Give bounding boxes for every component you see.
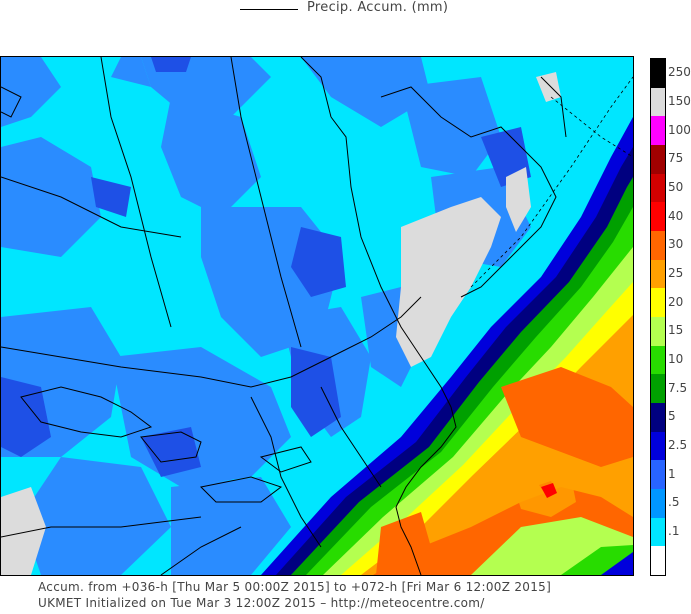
colorbar-cell (651, 317, 665, 347)
colorbar-cell (651, 202, 665, 232)
colorbar-tick-label: 7.5 (668, 380, 688, 395)
colorbar-cell (651, 173, 665, 203)
footer-line-accumulation: Accum. from +036-h [Thu Mar 5 00:00Z 201… (38, 580, 552, 594)
colorbar-cell (651, 403, 665, 433)
colorbar-tick-label: .5 (668, 495, 680, 510)
colorbar-tick-label: .1 (668, 524, 680, 538)
legend-header: Precip. Accum. (mm) (0, 0, 691, 20)
precipitation-map (0, 56, 634, 576)
colorbar-cell (651, 431, 665, 461)
colorbar-tick-label: 5 (668, 409, 676, 424)
colorbar-tick-label: 15 (668, 323, 684, 338)
colorbar-cell (651, 489, 665, 519)
colorbar-cell (651, 374, 665, 404)
legend-label: Precip. Accum. (mm) (307, 0, 449, 15)
colorbar-cell (651, 288, 665, 318)
colorbar-tick-label: 10 (668, 352, 684, 366)
colorbar-cell (651, 59, 665, 89)
field-2_5mm (1, 57, 531, 477)
colorbar-tick-label: 250 (668, 65, 691, 80)
colorbar-cell (651, 259, 665, 289)
map-outlines (1, 57, 567, 575)
colorbar-tick-label: 100 (668, 122, 691, 137)
colorbar-cell (651, 145, 665, 175)
colorbar-tick-label: 150 (668, 94, 691, 108)
colorbar-tick-label: 1 (668, 466, 676, 481)
colorbar-cell (651, 517, 665, 547)
colorbar-cell (651, 546, 665, 576)
colorbar-cell (651, 116, 665, 146)
dashed-boundary (470, 76, 633, 288)
colorbar-tick-label: 25 (668, 266, 684, 280)
colorbar-tick-label: 20 (668, 294, 684, 309)
colorbar-tick-label: 2.5 (668, 438, 688, 452)
colorbar-tick-label: 40 (668, 208, 684, 223)
field-grey (1, 72, 561, 575)
colorbar (650, 58, 666, 576)
colorbar-cell (651, 231, 665, 261)
field-coastal-bands (261, 117, 633, 575)
colorbar-tick-label: 30 (668, 237, 684, 252)
colorbar-tick-label: 75 (668, 151, 684, 166)
colorbar-cell (651, 460, 665, 490)
footer-line-model: UKMET Initialized on Tue Mar 3 12:00Z 20… (38, 596, 485, 610)
colorbar-cell (651, 345, 665, 375)
legend-line-sample (240, 9, 298, 10)
colorbar-tick-label: 50 (668, 180, 684, 194)
colorbar-cell (651, 87, 665, 117)
